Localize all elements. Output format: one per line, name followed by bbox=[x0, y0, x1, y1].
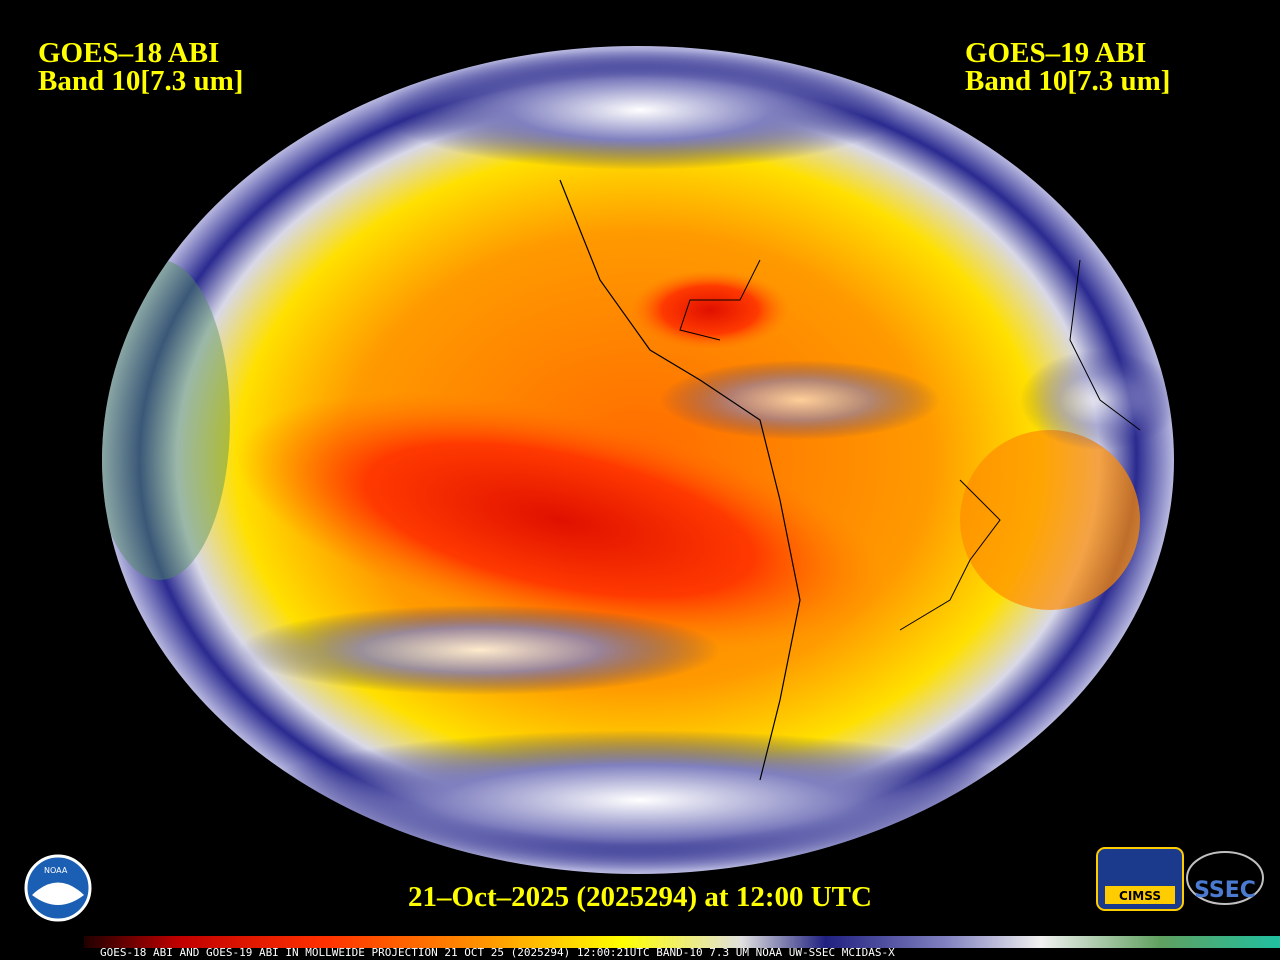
right-band: Band 10[7.3 um] bbox=[965, 65, 1170, 97]
color-bar bbox=[84, 936, 1280, 948]
noaa-label: NOAA bbox=[44, 866, 68, 875]
noaa-logo: NOAA bbox=[24, 854, 92, 922]
ssec-logo: SSEC bbox=[1186, 851, 1264, 905]
cimss-logo: CIMSS bbox=[1096, 847, 1184, 911]
timestamp: 21–Oct–2025 (2025294) at 12:00 UTC bbox=[408, 881, 872, 913]
right-satellite: GOES–19 ABI bbox=[965, 37, 1146, 69]
left-band: Band 10[7.3 um] bbox=[38, 65, 243, 97]
footer-caption: GOES-18 ABI AND GOES-19 ABI IN MOLLWEIDE… bbox=[100, 946, 895, 959]
cimss-label: CIMSS bbox=[1119, 889, 1161, 903]
imagery bbox=[102, 50, 1174, 870]
ssec-label: SSEC bbox=[1194, 878, 1256, 903]
left-satellite: GOES–18 ABI bbox=[38, 37, 219, 69]
